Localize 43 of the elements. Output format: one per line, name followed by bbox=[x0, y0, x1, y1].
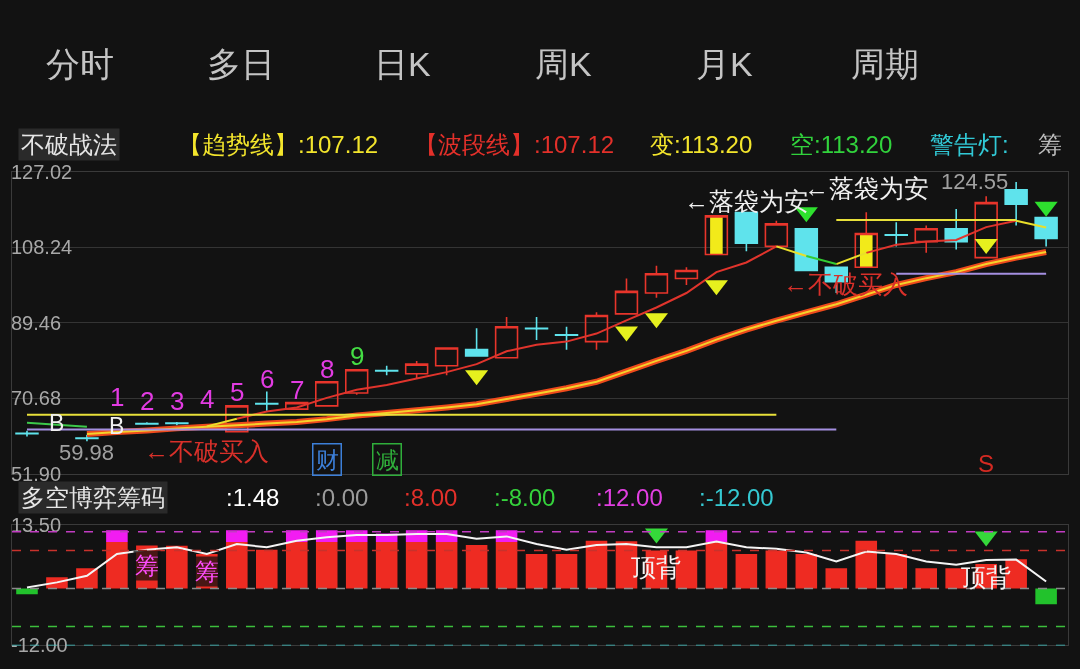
annotation: S bbox=[978, 450, 995, 477]
text: :12.00 bbox=[596, 484, 663, 511]
text: :-8.00 bbox=[494, 484, 556, 511]
annotation: ←不破买入 bbox=[144, 437, 269, 465]
text: 周K bbox=[535, 45, 592, 83]
annotation: 59.98 bbox=[59, 440, 115, 465]
annotation: 2 bbox=[140, 386, 155, 416]
text: :0.00 bbox=[315, 484, 369, 511]
text: 日K bbox=[374, 45, 431, 83]
text: 周期 bbox=[851, 45, 919, 83]
y-tick-label: 51.90 bbox=[11, 462, 62, 485]
chart-title: 不破战法 bbox=[21, 131, 117, 158]
annotation: 1 bbox=[110, 382, 125, 412]
text: 空:113.20 bbox=[790, 131, 893, 158]
text: 变:113.20 bbox=[650, 131, 753, 158]
annotation: 8 bbox=[320, 354, 335, 384]
annotation: 5 bbox=[230, 377, 245, 407]
annotation: 6 bbox=[260, 364, 275, 394]
annotation: 7 bbox=[290, 375, 305, 405]
y-tick-label: 70.68 bbox=[11, 387, 62, 410]
text: 警告灯: bbox=[930, 131, 1009, 158]
text: :8.00 bbox=[404, 484, 458, 511]
text: 【趋势线】:107.12 bbox=[178, 131, 379, 158]
y-tick-label: -12.00 bbox=[11, 634, 68, 657]
annotation: 财 bbox=[315, 446, 339, 473]
text: 分时 bbox=[46, 45, 114, 83]
text: 筹 bbox=[1038, 131, 1062, 158]
annotation: 减 bbox=[375, 446, 399, 473]
chart-title: 多空博弈筹码 bbox=[21, 484, 165, 511]
annotation: 筹 bbox=[195, 558, 219, 585]
annotation: 3 bbox=[170, 386, 185, 416]
text: 【波段线】:107.12 bbox=[414, 131, 615, 158]
annotation: 4 bbox=[200, 384, 215, 414]
annotation: 9 bbox=[350, 341, 365, 371]
text: :1.48 bbox=[226, 484, 280, 511]
y-tick-label: 89.46 bbox=[11, 311, 62, 334]
y-tick-label: 108.24 bbox=[11, 236, 73, 259]
y-tick-label: 127.02 bbox=[11, 161, 73, 184]
annotation: 筹 bbox=[135, 552, 159, 579]
annotation: 124.55 bbox=[941, 169, 1009, 194]
text: :-12.00 bbox=[699, 484, 774, 511]
text: 多日 bbox=[207, 45, 275, 83]
text: 月K bbox=[696, 45, 753, 83]
